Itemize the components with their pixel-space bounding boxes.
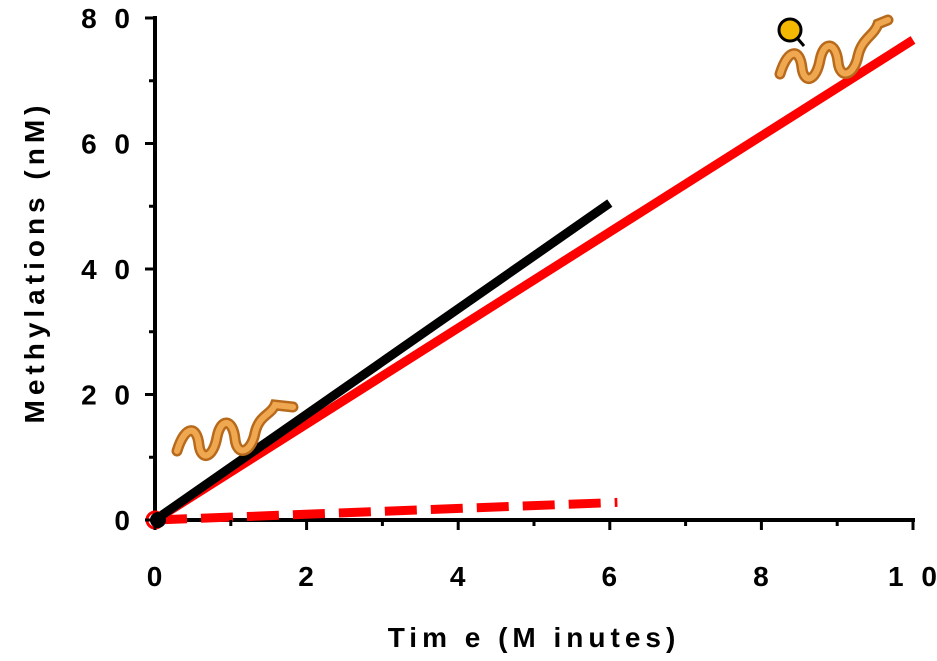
methyl-group-marker bbox=[777, 17, 803, 43]
series-line bbox=[152, 36, 916, 524]
x-axis-title: Tim e (M inutes) bbox=[388, 622, 681, 653]
series-line bbox=[154, 497, 618, 525]
y-tick-label: 2 0 bbox=[81, 380, 135, 411]
y-tick-label: 4 0 bbox=[81, 254, 135, 285]
series-line bbox=[152, 199, 613, 524]
x-tick-label: 2 bbox=[298, 561, 319, 592]
series-layer bbox=[145, 36, 916, 530]
x-tick-label: 1 0 bbox=[888, 561, 937, 592]
y-tick-label: 6 0 bbox=[81, 129, 135, 160]
y-tick-label: 8 0 bbox=[81, 3, 135, 34]
helix-icon-unmodified bbox=[171, 399, 299, 461]
x-tick-label: 4 bbox=[450, 561, 471, 592]
y-tick-label: 0 bbox=[114, 505, 135, 536]
x-tick-label: 8 bbox=[753, 561, 774, 592]
x-tick-label: 0 bbox=[147, 561, 168, 592]
y-axis-title: Methylations (nM) bbox=[19, 101, 50, 424]
helix-icon-modified bbox=[774, 14, 894, 84]
ticks: 0 2 4 6 8 1 0 0 2 0 4 0 6 0 8 0 bbox=[81, 3, 937, 592]
x-tick-label: 6 bbox=[602, 561, 623, 592]
